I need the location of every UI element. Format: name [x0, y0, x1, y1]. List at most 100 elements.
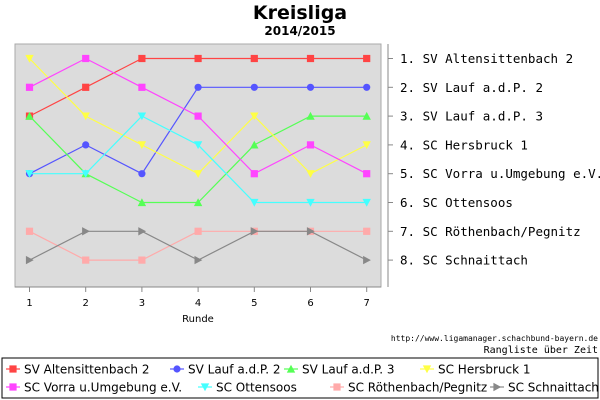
- data-point: [82, 54, 90, 63]
- legend-label: SC Vorra u.Umgebung e.V.: [24, 381, 182, 395]
- data-point: [362, 141, 371, 150]
- data-point: [82, 227, 90, 236]
- data-point: [362, 198, 371, 207]
- legend-box: [1, 357, 599, 399]
- data-point: [250, 198, 259, 207]
- data-point: [25, 255, 34, 265]
- legend-marker: [333, 383, 341, 391]
- x-tick-label: 6: [307, 298, 313, 309]
- data-point: [250, 54, 258, 63]
- series-4: [25, 54, 371, 178]
- data-point: [306, 198, 315, 207]
- data-point: [137, 141, 147, 150]
- rank-label: 5. SC Vorra u.Umgebung e.V.: [400, 166, 600, 181]
- data-point: [250, 112, 259, 121]
- x-tick-label: 3: [139, 298, 145, 309]
- data-point: [306, 54, 315, 63]
- legend-marker: [200, 383, 210, 392]
- legend-label: SC Schnaittach: [508, 381, 599, 395]
- legend: SV Altensittenbach 2 SV Lauf a.d.P. 2 SV L…: [6, 363, 599, 395]
- chart-subtitle: 2014/2015: [264, 24, 335, 38]
- x-ticks: 1 2 3 4 5 6 7: [26, 287, 370, 309]
- data-point: [250, 140, 259, 149]
- legend-label: SC Röthenbach/Pegnitz: [348, 381, 487, 395]
- legend-item: SC Röthenbach/Pegnitz: [330, 381, 487, 395]
- legend-item: SV Lauf a.d.P. 2: [170, 363, 281, 377]
- rank-label: 2. SV Lauf a.d.P. 2: [400, 80, 543, 95]
- x-tick-label: 4: [195, 298, 201, 309]
- data-point: [362, 111, 371, 120]
- x-tick-label: 7: [364, 298, 370, 309]
- data-point: [306, 83, 315, 91]
- data-point: [194, 255, 203, 265]
- rank-label: 1. SV Altensittenbach 2: [400, 51, 573, 66]
- data-point: [194, 227, 202, 235]
- legend-item: SC Schnaittach: [490, 381, 599, 395]
- rank-label: 4. SC Hersbruck 1: [400, 137, 528, 152]
- data-point: [81, 170, 90, 178]
- legend-item: SV Altensittenbach 2: [6, 363, 149, 377]
- data-point: [306, 227, 315, 236]
- legend-item: SC Hersbruck 1: [420, 363, 531, 377]
- rank-labels: 1. SV Altensittenbach 2 2. SV Lauf a.d.P.…: [400, 51, 600, 268]
- data-point: [193, 141, 203, 150]
- legend-marker: [9, 383, 17, 391]
- data-point: [138, 256, 146, 264]
- rank-label: 8. SC Schnaittach: [400, 253, 528, 268]
- legend-marker: [9, 365, 17, 373]
- x-tick-label: 2: [83, 298, 89, 309]
- data-point: [81, 112, 90, 121]
- legend-item: SV Lauf a.d.P. 3: [284, 363, 395, 377]
- data-point: [25, 111, 34, 120]
- chart-caption: Rangliste über Zeit: [484, 345, 598, 356]
- x-tick-label: 1: [26, 298, 32, 309]
- x-axis-label: Runde: [182, 314, 214, 325]
- data-point: [25, 170, 34, 178]
- data-point: [194, 54, 202, 63]
- data-point: [363, 255, 371, 265]
- data-point: [138, 227, 147, 236]
- data-point: [363, 54, 371, 63]
- data-point: [306, 170, 315, 178]
- x-tick-label: 5: [251, 298, 257, 309]
- data-point: [82, 256, 90, 264]
- data-point: [25, 83, 34, 91]
- data-point: [194, 83, 202, 91]
- data-point: [137, 198, 147, 207]
- chart-title: Kreisliga: [253, 2, 347, 24]
- legend-item: SC Vorra u.Umgebung e.V.: [6, 381, 182, 395]
- source-url: http://www.ligamanager.schachbund-bayern…: [391, 334, 598, 343]
- series-8: [25, 227, 371, 265]
- legend-marker: [422, 365, 432, 374]
- data-point: [250, 170, 258, 178]
- data-point: [25, 54, 34, 63]
- series-layer: [25, 54, 371, 265]
- rank-label: 6. SC Ottensoos: [400, 195, 513, 210]
- data-point: [138, 54, 146, 63]
- data-point: [363, 170, 371, 178]
- data-point: [137, 112, 147, 121]
- series-1: [25, 54, 371, 120]
- y-ticks: [388, 58, 393, 261]
- data-point: [25, 227, 34, 235]
- data-point: [82, 141, 90, 149]
- legend-label: SV Altensittenbach 2: [24, 363, 149, 377]
- rank-label: 3. SV Lauf a.d.P. 3: [400, 109, 543, 124]
- data-point: [82, 83, 90, 91]
- legend-label: SC Ottensoos: [216, 381, 297, 395]
- rank-label: 7. SC Röthenbach/Pegnitz: [400, 224, 581, 239]
- legend-label: SC Hersbruck 1: [438, 363, 531, 377]
- data-point: [138, 83, 146, 91]
- legend-label: SV Lauf a.d.P. 3: [302, 363, 395, 377]
- data-point: [250, 83, 258, 91]
- data-point: [194, 112, 202, 120]
- legend-marker: [173, 365, 181, 373]
- legend-item: SC Ottensoos: [198, 381, 297, 395]
- data-point: [250, 227, 259, 236]
- legend-label: SV Lauf a.d.P. 2: [188, 363, 281, 377]
- data-point: [138, 170, 146, 178]
- data-point: [193, 170, 203, 178]
- series-5: [25, 54, 371, 178]
- series-6: [25, 112, 371, 207]
- legend-marker: [493, 382, 502, 392]
